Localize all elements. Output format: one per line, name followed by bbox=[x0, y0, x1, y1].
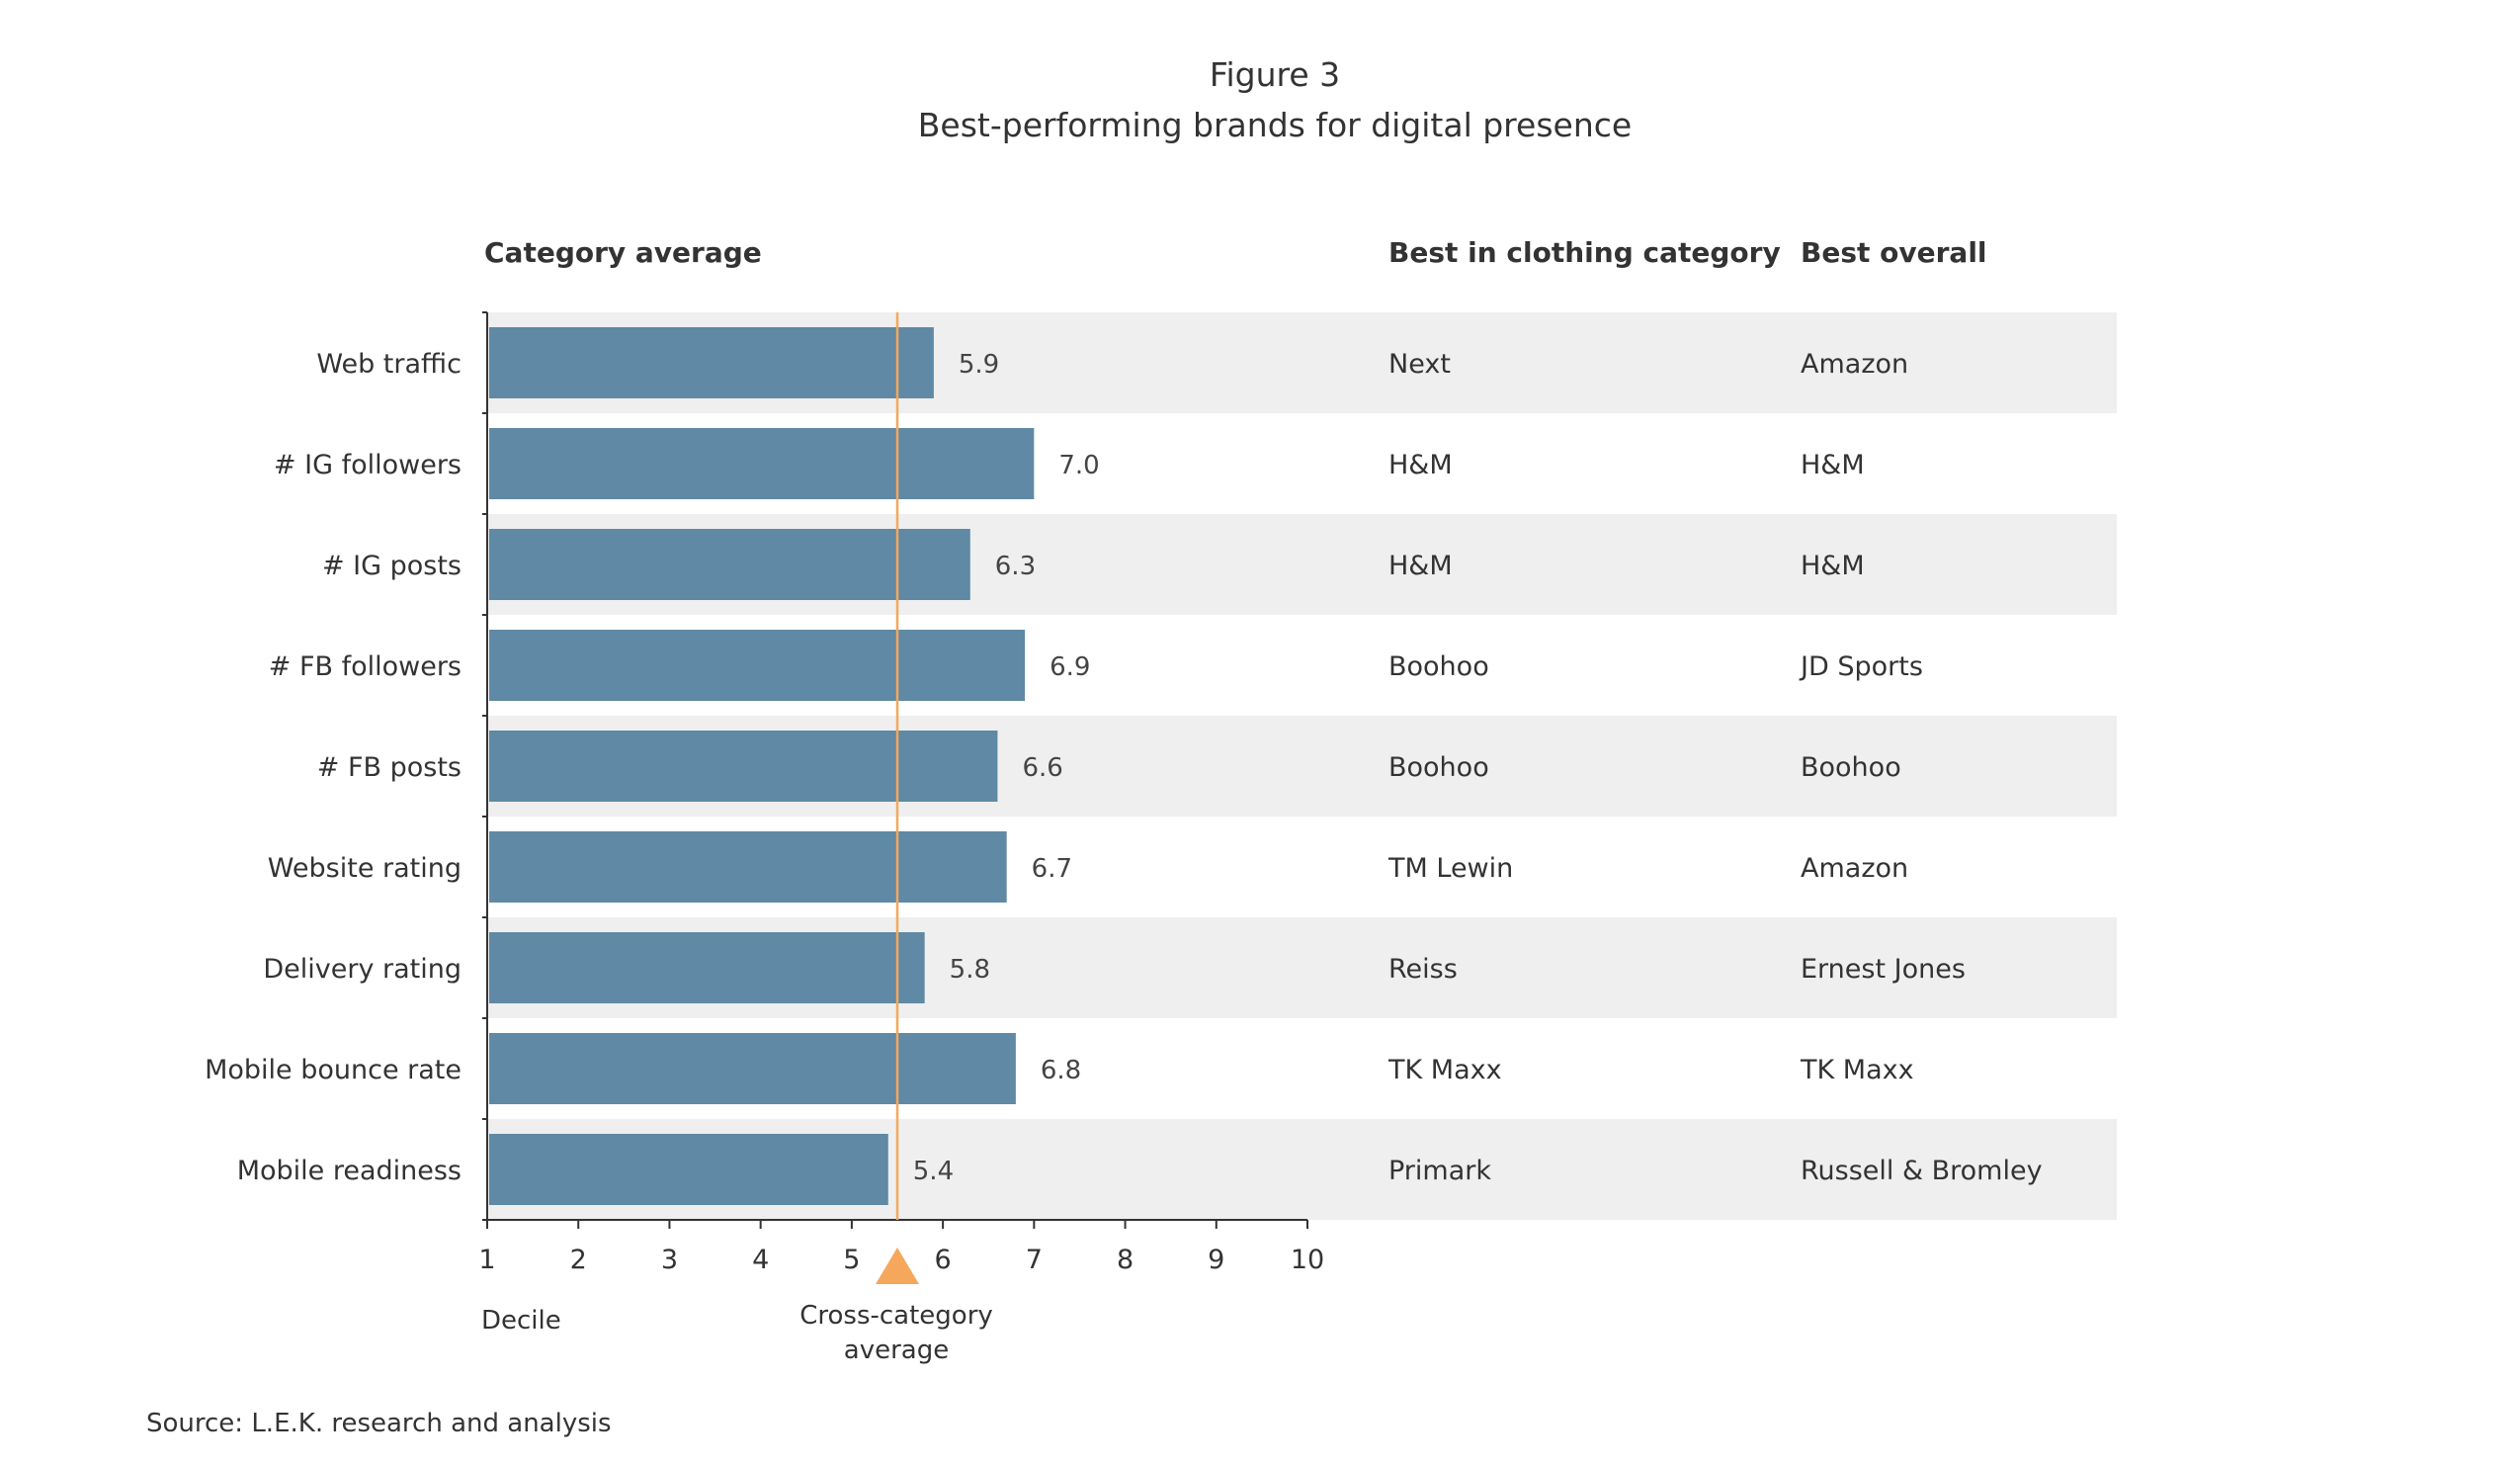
x-tick-label: 7 bbox=[1026, 1245, 1043, 1275]
best-in-category-cell: Primark bbox=[1388, 1156, 1491, 1186]
best-overall-cell: Amazon bbox=[1801, 349, 1908, 380]
bar bbox=[489, 1033, 1016, 1104]
bar bbox=[489, 932, 925, 1003]
bar bbox=[489, 831, 1007, 903]
best-overall-cell: Amazon bbox=[1801, 853, 1908, 884]
x-tick-label: 9 bbox=[1208, 1245, 1224, 1275]
best-overall-cell: Boohoo bbox=[1801, 752, 1901, 783]
best-overall-cell: Ernest Jones bbox=[1801, 954, 1966, 985]
bar bbox=[489, 731, 998, 802]
best-overall-cell: TK Maxx bbox=[1800, 1055, 1914, 1085]
x-tick-label: 6 bbox=[935, 1245, 952, 1275]
best-in-category-cell: Next bbox=[1388, 349, 1451, 380]
row-label: Mobile readiness bbox=[237, 1156, 462, 1186]
best-overall-cell: H&M bbox=[1801, 551, 1865, 581]
bar bbox=[489, 529, 970, 600]
best-in-category-cell: Boohoo bbox=[1388, 752, 1489, 783]
figure-label: Figure 3 bbox=[1210, 55, 1340, 94]
x-tick-label: 5 bbox=[843, 1245, 860, 1275]
header-best-overall: Best overall bbox=[1801, 236, 1987, 269]
bar-value-label: 6.6 bbox=[1022, 753, 1062, 783]
bar-value-label: 5.9 bbox=[959, 350, 999, 380]
bar-value-label: 7.0 bbox=[1058, 451, 1099, 480]
bar bbox=[489, 1134, 888, 1205]
x-tick-label: 2 bbox=[570, 1245, 587, 1275]
x-axis-title: Decile bbox=[481, 1306, 561, 1336]
x-tick-label: 8 bbox=[1117, 1245, 1134, 1275]
source-note: Source: L.E.K. research and analysis bbox=[146, 1409, 612, 1438]
row-label: Delivery rating bbox=[263, 954, 462, 985]
x-tick-label: 1 bbox=[478, 1245, 495, 1275]
header-category-average: Category average bbox=[484, 236, 762, 269]
header-best-in-category: Best in clothing category bbox=[1388, 236, 1781, 269]
best-overall-cell: Russell & Bromley bbox=[1801, 1156, 2043, 1186]
row-label: Website rating bbox=[268, 853, 462, 884]
bar-value-label: 5.8 bbox=[950, 955, 990, 985]
bar-value-label: 6.8 bbox=[1041, 1056, 1081, 1085]
bar-value-label: 6.3 bbox=[995, 552, 1036, 581]
bar bbox=[489, 327, 934, 398]
best-in-category-cell: H&M bbox=[1388, 551, 1453, 581]
row-label: # FB followers bbox=[269, 651, 462, 682]
x-tick-label: 3 bbox=[661, 1245, 678, 1275]
reference-label-line1: Cross-category bbox=[799, 1301, 993, 1331]
x-tick-label: 10 bbox=[1291, 1245, 1324, 1275]
chart-rows: Web traffic 5.9 Next Amazon # IG followers 7.… bbox=[205, 327, 2043, 1205]
x-tick-label: 4 bbox=[752, 1245, 769, 1275]
row-label: Mobile bounce rate bbox=[205, 1055, 462, 1085]
row-label: # IG posts bbox=[322, 551, 462, 581]
row-label: # IG followers bbox=[274, 450, 462, 480]
best-in-category-cell: TK Maxx bbox=[1387, 1055, 1502, 1085]
cross-category-reference bbox=[876, 312, 919, 1284]
reference-label-line2: average bbox=[844, 1336, 949, 1365]
bar-value-label: 6.7 bbox=[1032, 854, 1072, 884]
reference-marker bbox=[876, 1248, 919, 1284]
best-in-category-cell: Boohoo bbox=[1388, 651, 1489, 682]
best-overall-cell: JD Sports bbox=[1799, 651, 1923, 682]
bar bbox=[489, 428, 1035, 499]
best-overall-cell: H&M bbox=[1801, 450, 1865, 480]
row-label: Web traffic bbox=[316, 349, 462, 380]
bar-value-label: 5.4 bbox=[913, 1157, 954, 1186]
best-in-category-cell: Reiss bbox=[1388, 954, 1458, 985]
bar bbox=[489, 630, 1026, 701]
best-in-category-cell: H&M bbox=[1388, 450, 1453, 480]
row-label: # FB posts bbox=[317, 752, 462, 783]
bar-value-label: 6.9 bbox=[1050, 652, 1090, 682]
figure-title: Best-performing brands for digital prese… bbox=[918, 106, 1632, 144]
best-in-category-cell: TM Lewin bbox=[1387, 853, 1513, 884]
